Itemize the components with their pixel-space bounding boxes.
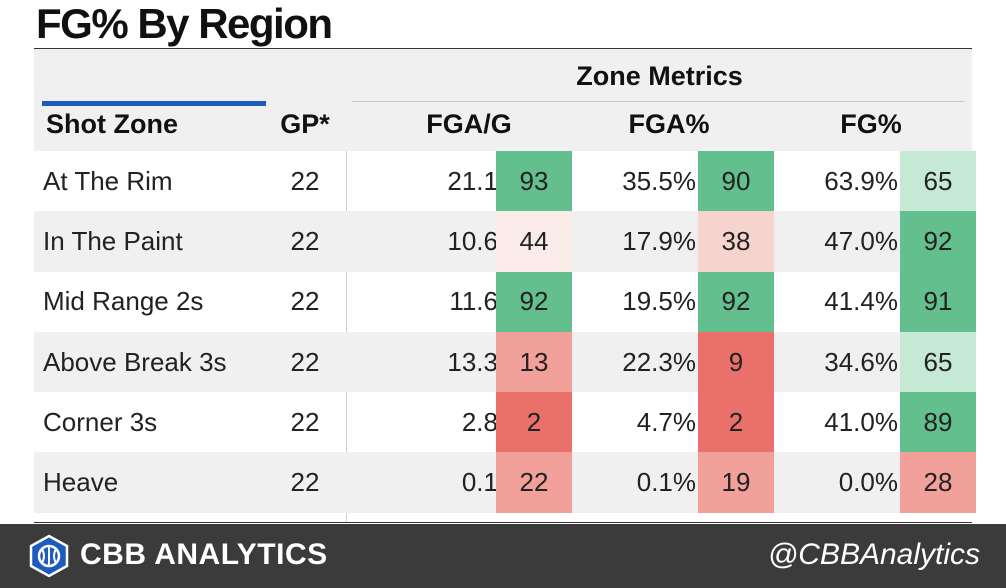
cell-shot-zone: Corner 3s [43,406,158,437]
cell-shot-zone: At The Rim [43,165,173,196]
basketball-shield-icon [29,534,69,578]
brand-name: CBB ANALYTICS [80,538,328,571]
table-row: At The Rim 22 21.1 93 35.5% 90 63.9% 65 [34,151,976,212]
table-row: Above Break 3s 22 13.3 13 22.3% 9 34.6% 65 [34,331,976,393]
table-body: At The Rim 22 21.1 93 35.5% 90 63.9% 65 In The P… [34,151,976,513]
cell-fga-pct-percentile: 38 [698,211,774,272]
cell-fga-pct-value: 19.5% [622,286,696,317]
twitter-handle[interactable]: @CBBAnalytics [767,538,980,571]
table-bottom-rule [34,522,972,523]
cell-fg-pct-percentile: 92 [900,211,976,272]
cell-fga-per-game-value: 0.1 [461,467,498,498]
cell-fga-per-game-percentile: 92 [496,271,572,332]
cell-fga-per-game-percentile: 44 [496,211,572,272]
cell-shot-zone: Above Break 3s [43,346,227,377]
cell-fga-per-game-percentile: 13 [496,331,572,393]
cell-fga-pct-percentile: 92 [698,271,774,332]
cell-fg-pct-value: 41.0% [824,406,898,437]
cell-fga-per-game-value: 13.3 [447,346,498,377]
footer-bar: CBB ANALYTICS @CBBAnalytics [0,524,1006,588]
cell-fga-per-game-value: 21.1 [447,165,498,196]
accent-bar [42,101,266,106]
cell-gp: 22 [290,286,320,317]
cell-shot-zone: Mid Range 2s [43,286,204,317]
zone-metrics-label: Zone Metrics [576,61,743,91]
cell-fg-pct-percentile: 91 [900,271,976,332]
cell-fga-pct-value: 35.5% [622,165,696,196]
cell-fga-per-game-percentile: 93 [496,151,572,212]
cell-shot-zone: In The Paint [43,225,183,256]
header-fga-per-game: FGA/G [426,109,512,139]
cell-fg-pct-value: 47.0% [824,225,898,256]
cell-fga-pct-percentile: 90 [698,151,774,212]
cell-fg-pct-percentile: 65 [900,151,976,212]
table-row: In The Paint 22 10.6 44 17.9% 38 47.0% 92 [34,211,976,272]
header-gp: GP* [280,109,330,139]
cell-fga-pct-value: 0.1% [636,467,696,498]
cell-fga-pct-value: 17.9% [622,225,696,256]
chart-title: FG% By Region [36,0,333,47]
cell-fg-pct-value: 63.9% [824,165,898,196]
cell-gp: 22 [290,165,320,196]
table-row: Corner 3s 22 2.8 2 4.7% 2 41.0% 89 [34,392,976,453]
cell-gp: 22 [290,467,320,498]
cell-fga-per-game-percentile: 22 [496,452,572,513]
cell-gp: 22 [290,406,320,437]
cell-fga-per-game-percentile: 2 [496,392,572,453]
stats-table: Zone Metrics Shot Zone GP* FGA/G FGA% FG… [34,48,976,522]
cell-fga-pct-value: 22.3% [622,346,696,377]
table-header: Zone Metrics Shot Zone GP* FGA/G FGA% FG… [34,48,972,151]
cell-fg-pct-percentile: 89 [900,392,976,453]
cell-fga-per-game-value: 2.8 [461,406,498,437]
header-fg-pct: FG% [840,109,902,139]
cell-fga-per-game-value: 11.6 [449,286,498,317]
cell-fg-pct-percentile: 28 [900,452,976,513]
cell-fg-pct-value: 41.4% [824,286,898,317]
cell-fga-pct-percentile: 9 [698,331,774,393]
cell-fg-pct-value: 34.6% [824,346,898,377]
column-divider [346,48,347,522]
cell-fga-per-game-value: 10.6 [447,225,498,256]
header-fga-pct: FGA% [628,109,710,139]
cell-fga-pct-value: 4.7% [636,406,696,437]
header-shot-zone: Shot Zone [46,109,178,139]
cell-fg-pct-value: 0.0% [838,467,898,498]
header-rule [352,101,964,102]
table-row: Mid Range 2s 22 11.6 92 19.5% 92 41.4% 91 [34,271,976,332]
cell-fga-pct-percentile: 2 [698,392,774,453]
cell-fga-pct-percentile: 19 [698,452,774,513]
cell-gp: 22 [290,346,320,377]
cell-fg-pct-percentile: 65 [900,331,976,393]
cell-shot-zone: Heave [43,467,119,498]
cell-gp: 22 [290,225,320,256]
table-row: Heave 22 0.1 22 0.1% 19 0.0% 28 [34,452,976,513]
